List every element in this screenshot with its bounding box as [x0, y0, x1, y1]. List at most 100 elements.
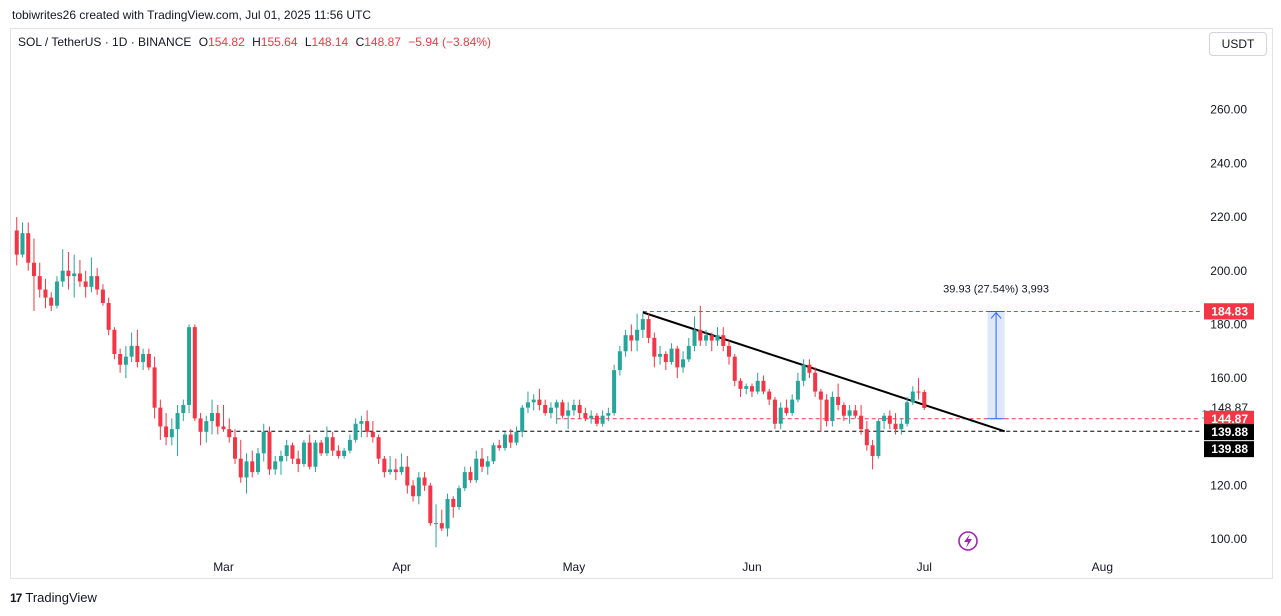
candle — [37, 262, 42, 298]
price-axis-label: 139.88 — [1204, 441, 1254, 458]
candle — [910, 386, 915, 405]
candle-body — [669, 348, 674, 363]
candle-body — [227, 429, 232, 438]
candle-body — [658, 353, 663, 357]
candle-body — [882, 415, 887, 422]
candle-body — [744, 386, 749, 389]
candle — [589, 410, 594, 424]
candle — [20, 222, 25, 258]
candle-body — [439, 523, 444, 529]
legend-high-label: H — [252, 35, 261, 49]
candle — [709, 332, 714, 352]
candle — [635, 313, 640, 352]
candle-body — [347, 439, 352, 451]
legend-low-label: L — [304, 35, 312, 49]
candle-body — [210, 413, 215, 422]
candle — [238, 439, 243, 483]
candle-body — [118, 353, 123, 365]
candle — [502, 431, 507, 451]
candle — [181, 399, 186, 422]
candle-body — [146, 353, 151, 368]
candle — [451, 496, 456, 518]
candle-body — [652, 337, 657, 357]
candle-body — [508, 434, 513, 443]
candle-body — [623, 335, 628, 352]
candle-body — [594, 415, 599, 424]
candle — [227, 418, 232, 443]
candle — [905, 396, 910, 427]
candle — [778, 402, 783, 430]
trendline — [642, 311, 1006, 433]
flash-icon[interactable] — [958, 531, 978, 551]
candle-body — [640, 319, 645, 330]
y-axis: 100.00120.00140.00160.00180.00200.00220.… — [1201, 103, 1254, 546]
currency-button[interactable]: USDT — [1209, 32, 1267, 56]
legend-close-label: C — [355, 35, 365, 49]
candle — [600, 410, 605, 427]
candle — [864, 421, 869, 451]
candle — [434, 504, 439, 548]
candle — [290, 442, 295, 465]
x-tick-label: Mar — [213, 560, 234, 574]
candle — [129, 332, 134, 363]
candle-body — [583, 413, 588, 419]
candle-body — [571, 404, 576, 411]
candle-body — [859, 415, 864, 430]
candle — [164, 413, 169, 446]
candle — [801, 359, 806, 387]
candle-body — [560, 402, 565, 416]
candle — [859, 404, 864, 435]
tradingview-logo[interactable]: 17 TradingView — [10, 590, 97, 605]
candle-body — [141, 353, 146, 363]
candle — [790, 394, 795, 416]
measure-tool: 39.93 (27.54%) 3,993 — [943, 283, 1049, 420]
candle — [95, 268, 100, 295]
candle — [462, 466, 467, 491]
candle-body — [847, 410, 852, 416]
price-axis-label: 184.83 — [1204, 303, 1254, 320]
candle-body — [646, 319, 651, 338]
symbol-legend: SOL / TetherUS · 1D · BINANCE O154.82 H1… — [18, 35, 491, 49]
candle-body — [95, 276, 100, 290]
price-label-text: 184.83 — [1211, 304, 1248, 318]
candle — [807, 359, 812, 379]
y-tick-label: 120.00 — [1210, 479, 1247, 493]
candle — [89, 257, 94, 293]
candle-body — [66, 270, 71, 277]
candle — [365, 410, 370, 438]
candle-body — [479, 458, 485, 467]
candle — [548, 402, 553, 419]
candle-body — [813, 372, 818, 392]
candle — [210, 399, 215, 435]
candle-body — [221, 426, 226, 430]
candle-body — [589, 415, 594, 419]
candle-body — [307, 442, 312, 467]
candle-body — [899, 423, 904, 430]
candle-body — [405, 466, 410, 486]
candle — [784, 399, 789, 416]
candle — [744, 383, 749, 395]
annotation-lines — [229, 310, 1200, 433]
candle — [537, 388, 542, 411]
candle — [577, 399, 582, 419]
candle — [514, 426, 519, 446]
candle — [726, 340, 732, 365]
candle-body — [715, 335, 720, 341]
candle-body — [767, 391, 772, 400]
candle-body — [675, 348, 680, 368]
candle-body — [106, 302, 111, 330]
candle — [612, 364, 617, 416]
candle-body — [14, 230, 19, 255]
candle-body — [164, 426, 169, 438]
candle — [49, 292, 54, 312]
candle-body — [26, 233, 31, 263]
candle — [106, 297, 111, 336]
candle-body — [600, 415, 605, 424]
candle — [26, 222, 31, 271]
candle — [261, 423, 266, 462]
candle-body — [261, 431, 266, 454]
candle — [893, 413, 898, 435]
candle-body — [301, 442, 306, 465]
candle-body — [434, 523, 439, 525]
